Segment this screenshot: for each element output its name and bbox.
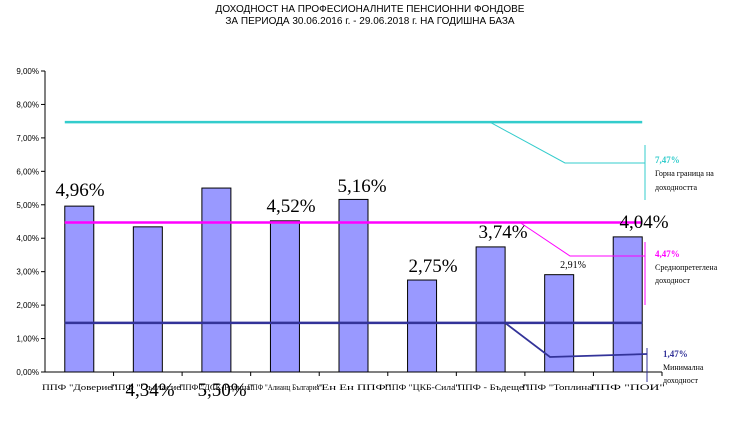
y-tick-label: 0,00% — [16, 368, 39, 377]
minimum-label-line-2: доходност — [663, 376, 698, 385]
y-tick-label: 8,00% — [16, 100, 39, 109]
data-label-4: 4,52% — [266, 196, 315, 217]
y-tick-label: 1,00% — [16, 335, 39, 344]
bar-9 — [612, 236, 643, 373]
category-label-9: ППФ "ПОИ" — [590, 383, 665, 392]
category-label-8: ППФ "Топлина" — [522, 383, 597, 392]
average-value-label: 4,47% — [655, 249, 680, 259]
y-tick-label: 4,00% — [16, 234, 39, 243]
bar-2 — [132, 226, 163, 373]
bar-1 — [64, 205, 95, 373]
category-label-2: ППФ "Съгласие" — [111, 383, 186, 392]
bar-6 — [407, 279, 438, 373]
category-label-6: ППФ "ЦКБ-Сила" — [385, 383, 460, 392]
data-label-6: 2,75% — [408, 256, 457, 277]
category-label-7: "ППФ - Бъдеще" — [453, 383, 528, 392]
average-callout-leader — [519, 222, 645, 257]
average-label-line-2: доходност — [655, 276, 690, 285]
bar-7 — [475, 246, 506, 373]
minimum-callout-leader — [504, 322, 648, 358]
bar-3 — [201, 187, 232, 373]
y-tick-label: 2,00% — [16, 301, 39, 310]
data-label-8: 2,91% — [560, 260, 586, 271]
category-label-5: "Ен Ен ППФ" — [316, 383, 391, 392]
y-tick-label: 7,00% — [16, 134, 39, 143]
minimum-label-line-1: Минимална — [663, 363, 704, 372]
data-label-1: 4,96% — [55, 180, 104, 201]
bar-4 — [269, 220, 300, 373]
data-label-2: 4,34% — [125, 380, 174, 401]
category-label-4: ППФ "Алианц България" — [248, 383, 323, 392]
category-label-3: ППФ "ДСК-Родина" — [179, 383, 254, 392]
chart-title-line-1: ДОХОДНОСТ НА ПРОФЕСИОНАЛНИТЕ ПЕНСИОННИ Ф… — [215, 4, 525, 15]
y-tick-label: 3,00% — [16, 268, 39, 277]
chart-title-line-2: ЗА ПЕРИОДА 30.06.2016 г. - 29.06.2018 г.… — [225, 16, 515, 27]
data-label-9: 4,04% — [619, 212, 668, 233]
data-label-7: 3,74% — [478, 222, 527, 243]
minimum-value-label: 1,47% — [663, 349, 688, 359]
bar-5 — [338, 198, 369, 373]
y-tick-label: 6,00% — [16, 167, 39, 176]
data-label-5: 5,16% — [337, 176, 386, 197]
upper-label-line-2: доходността — [655, 183, 698, 192]
average-label-line-1: Среднопретеглена — [655, 263, 718, 272]
data-label-3: 5,50% — [197, 380, 246, 401]
upper-callout-leader — [489, 121, 645, 164]
category-label-1: ППФ "Доверие" — [42, 383, 117, 392]
upper-value-label: 7,47% — [655, 155, 680, 165]
y-tick-label: 9,00% — [16, 67, 39, 76]
upper-label-line-1: Горна граница на — [655, 169, 714, 178]
y-tick-label: 5,00% — [16, 201, 39, 210]
